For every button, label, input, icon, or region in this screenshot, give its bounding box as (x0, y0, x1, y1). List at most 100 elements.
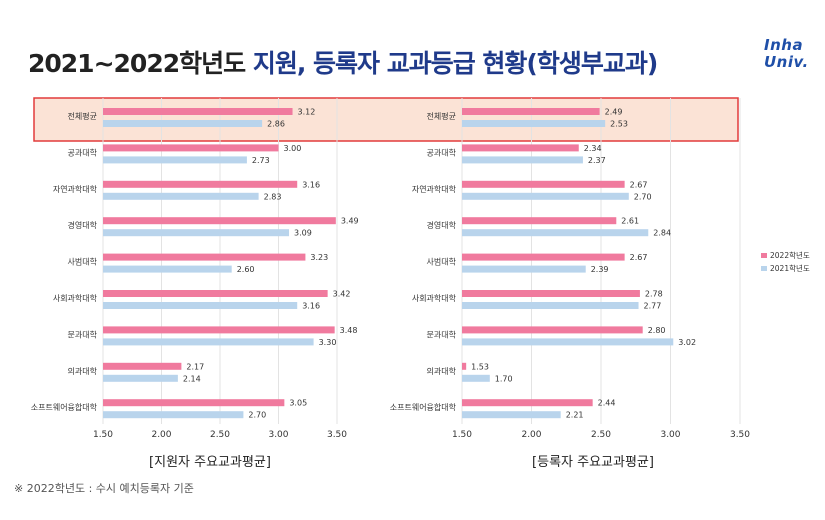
bar-2022 (103, 253, 306, 261)
category-label: 문과대학 (427, 329, 457, 339)
x-tick-label: 2.50 (210, 430, 230, 440)
x-tick-label: 3.00 (268, 430, 288, 440)
bar-2021 (103, 302, 298, 309)
data-label: 2.70 (248, 411, 266, 420)
category-label: 의과대학 (68, 366, 98, 376)
category-label: 사범대학 (68, 257, 98, 267)
bar-2021 (462, 120, 606, 127)
category-label: 자연과학대학 (412, 184, 457, 194)
x-tick-label: 2.00 (151, 430, 171, 440)
inha-logo: Inha Univ. (764, 37, 816, 71)
category-label: 사범대학 (427, 257, 457, 267)
bar-2021 (462, 265, 586, 273)
category-label: 공과대학 (68, 147, 98, 157)
data-label: 2.83 (264, 192, 282, 201)
data-label: 2.44 (598, 399, 616, 408)
bar-2022 (462, 290, 640, 297)
data-label: 2.34 (584, 144, 602, 153)
data-label: 2.80 (648, 326, 666, 335)
bar-2022 (103, 326, 335, 334)
title-subject: 지원, 등록자 교과등급 현황(학생부교과) (252, 49, 658, 78)
bar-2022 (103, 362, 182, 370)
bar-2022 (103, 217, 336, 225)
bar-2022 (103, 108, 293, 115)
x-tick-label: 3.50 (327, 430, 347, 440)
bar-2022 (103, 399, 285, 407)
data-label: 2.21 (566, 411, 584, 420)
data-label: 2.73 (252, 156, 270, 165)
data-label: 2.67 (630, 253, 648, 262)
bar-2022 (462, 217, 617, 225)
category-label: 전체평균 (68, 111, 97, 121)
bar-2021 (462, 192, 629, 200)
bar-2021 (462, 338, 674, 346)
bar-2021 (103, 229, 290, 237)
data-label: 3.16 (302, 302, 320, 311)
bar-2022 (103, 180, 298, 188)
data-label: 2.17 (186, 362, 204, 371)
data-label: 3.02 (678, 338, 696, 347)
bar-2021 (103, 411, 244, 419)
data-label: 3.42 (333, 290, 351, 299)
data-label: 2.60 (237, 265, 255, 274)
data-label: 3.09 (294, 229, 312, 238)
category-label: 사회과학대학 (53, 293, 98, 303)
bar-2022 (462, 180, 625, 188)
chart-title: [지원자 주요교과평균] (149, 455, 271, 470)
data-label: 3.05 (289, 399, 307, 408)
legend-label: 2021학년도 (770, 263, 810, 273)
x-tick-label: 2.50 (591, 430, 611, 440)
x-tick-label: 2.00 (521, 430, 541, 440)
data-label: 3.48 (340, 326, 358, 335)
logo-line-2: Univ. (764, 53, 809, 71)
category-label: 소프트웨어융합대학 (390, 402, 457, 412)
bar-2021 (462, 156, 583, 164)
legend-label: 2022학년도 (770, 250, 810, 260)
bar-2021 (103, 374, 178, 382)
bar-2022 (462, 144, 579, 152)
category-label: 경영대학 (68, 220, 98, 230)
bar-2022 (462, 399, 593, 407)
data-label: 2.77 (644, 302, 662, 311)
data-label: 2.14 (183, 374, 201, 383)
data-label: 2.61 (621, 217, 639, 226)
bar-2022 (462, 108, 600, 115)
bar-2022 (462, 326, 643, 334)
bar-2022 (462, 253, 625, 261)
data-label: 1.70 (495, 374, 513, 383)
category-label: 문과대학 (68, 329, 98, 339)
legend-swatch (761, 253, 767, 258)
bar-2021 (103, 338, 314, 346)
category-label: 공과대학 (427, 147, 457, 157)
data-label: 2.84 (653, 229, 671, 238)
data-label: 2.53 (610, 120, 628, 129)
data-label: 2.86 (267, 120, 285, 129)
category-label: 소프트웨어융합대학 (31, 402, 98, 412)
chart-title: [등록자 주요교과평균] (532, 455, 654, 470)
footnote: ※ 2022학년도 : 수시 예치등록자 기준 (14, 482, 194, 495)
bar-2021 (462, 411, 561, 419)
category-label: 경영대학 (427, 220, 457, 230)
data-label: 2.78 (645, 290, 663, 299)
data-label: 2.70 (634, 192, 652, 201)
category-label: 자연과학대학 (53, 184, 98, 194)
bar-2021 (103, 192, 259, 200)
legend-swatch (761, 266, 767, 271)
data-label: 3.00 (284, 144, 302, 153)
title-years: 2021~2022학년도 (28, 49, 246, 78)
bar-2022 (103, 144, 279, 152)
category-label: 사회과학대학 (412, 293, 457, 303)
data-label: 2.67 (630, 180, 648, 189)
bar-2022 (103, 290, 328, 297)
data-label: 2.49 (605, 108, 623, 117)
data-label: 3.23 (310, 253, 328, 262)
data-label: 3.16 (302, 180, 320, 189)
data-label: 3.30 (319, 338, 337, 347)
bar-2022 (462, 362, 467, 370)
bar-2021 (103, 120, 263, 127)
bar-2021 (462, 302, 639, 309)
bar-2021 (462, 374, 490, 382)
logo-line-1: Inha (764, 36, 804, 54)
data-label: 3.12 (298, 108, 316, 117)
